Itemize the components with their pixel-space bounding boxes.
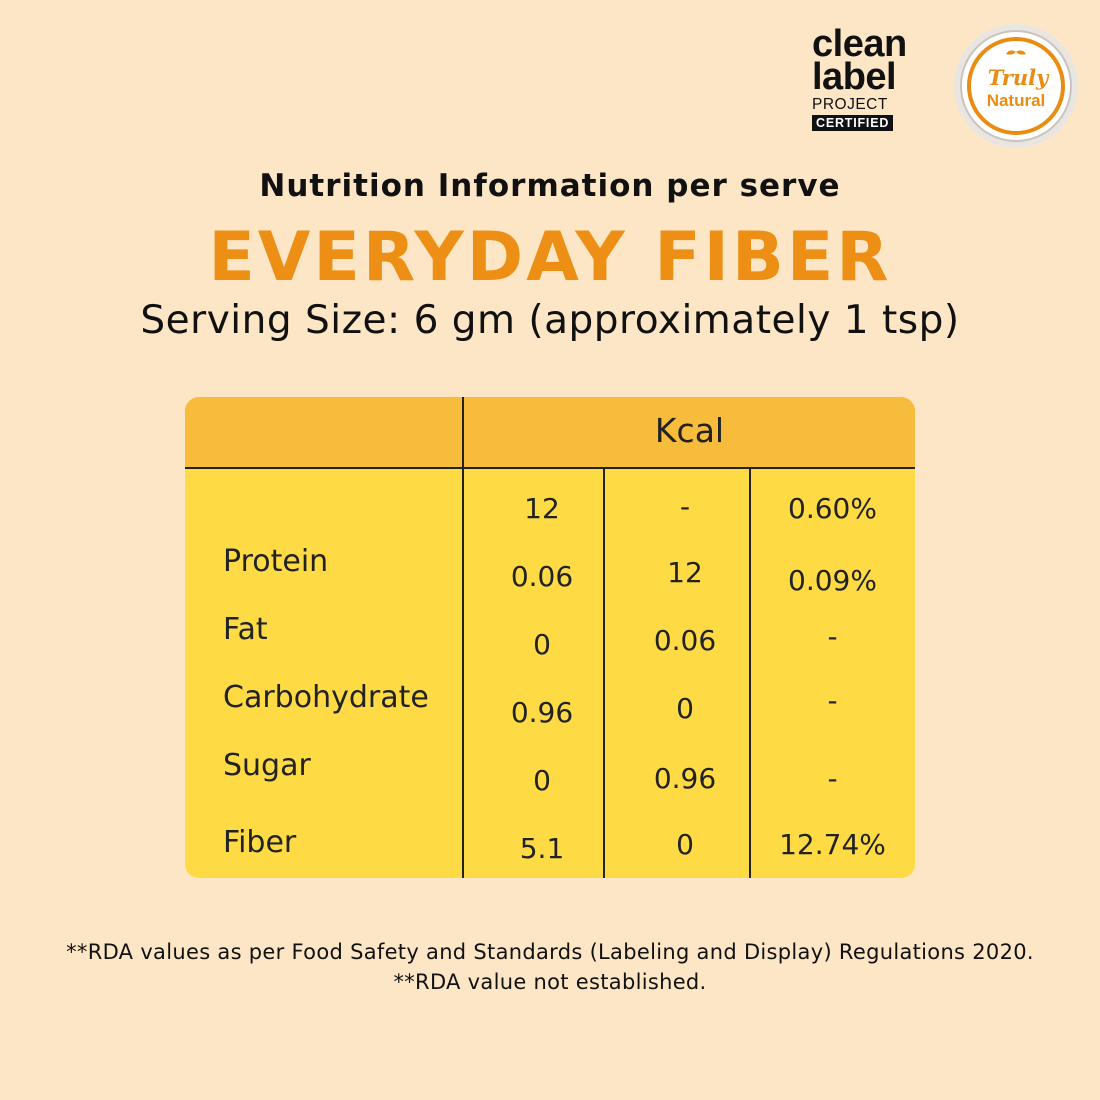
table-cell: 0.96	[653, 762, 717, 795]
serving-size: Serving Size: 6 gm (approximately 1 tsp)	[140, 298, 960, 343]
row-label-sugar: Sugar	[223, 748, 311, 783]
seal-word-natural: Natural	[987, 91, 1046, 110]
table-cell: 12	[524, 492, 560, 525]
seal-word-truly: Truly	[988, 65, 1050, 90]
table-cell: 0.60%	[788, 492, 877, 525]
row-label-fat: Fat	[223, 612, 268, 647]
clean-label-certified: CERTIFIED	[812, 115, 894, 131]
table-cell: 0.06	[510, 560, 574, 593]
table-cell: 0.96	[510, 696, 574, 729]
table-cell: 12	[667, 556, 703, 589]
row-label-protein: Protein	[223, 544, 329, 579]
table-cell: 0.06	[653, 624, 717, 657]
page-subtitle: Nutrition Information per serve	[259, 168, 841, 204]
table-cell: -	[679, 490, 691, 523]
column-divider-2	[603, 467, 605, 878]
clean-label-word-label: label	[812, 56, 897, 98]
table-cell: 0	[533, 764, 551, 797]
table-cell: 0	[676, 828, 694, 861]
table-cell: 12.74%	[779, 828, 886, 861]
row-label-carbohydrate: Carbohydrate	[223, 680, 429, 715]
table-header-row	[185, 397, 915, 467]
table-cell: -	[827, 684, 838, 717]
table-cell: 0	[533, 628, 551, 661]
table-cell: 5.1	[519, 832, 565, 865]
clean-label-project-logo: clean label PROJECT CERTIFIED	[812, 23, 927, 132]
footnote-rda-not-established: **RDA value not established.	[393, 970, 707, 994]
footnote-rda-regulation: **RDA values as per Food Safety and Stan…	[66, 940, 1034, 964]
column-divider-3	[749, 467, 751, 878]
row-label-fiber: Fiber	[223, 825, 297, 860]
column-divider-1	[462, 397, 464, 878]
table-header-divider	[185, 467, 915, 469]
table-cell: -	[827, 620, 838, 653]
clean-label-word-clean: clean	[812, 23, 907, 65]
table-cell: 0	[676, 692, 694, 725]
page-title: EVERYDAY FIBER	[208, 218, 892, 297]
nutrition-table: Kcal 12 - 0.60% Protein 0.06 12 0.09% Fa…	[185, 397, 915, 878]
clean-label-word-project: PROJECT	[812, 96, 888, 113]
table-cell: 0.09%	[788, 564, 877, 597]
table-header-kcal: Kcal	[654, 411, 725, 450]
table-cell: -	[827, 762, 838, 795]
truly-natural-seal-icon: Truly Natural	[954, 24, 1078, 148]
